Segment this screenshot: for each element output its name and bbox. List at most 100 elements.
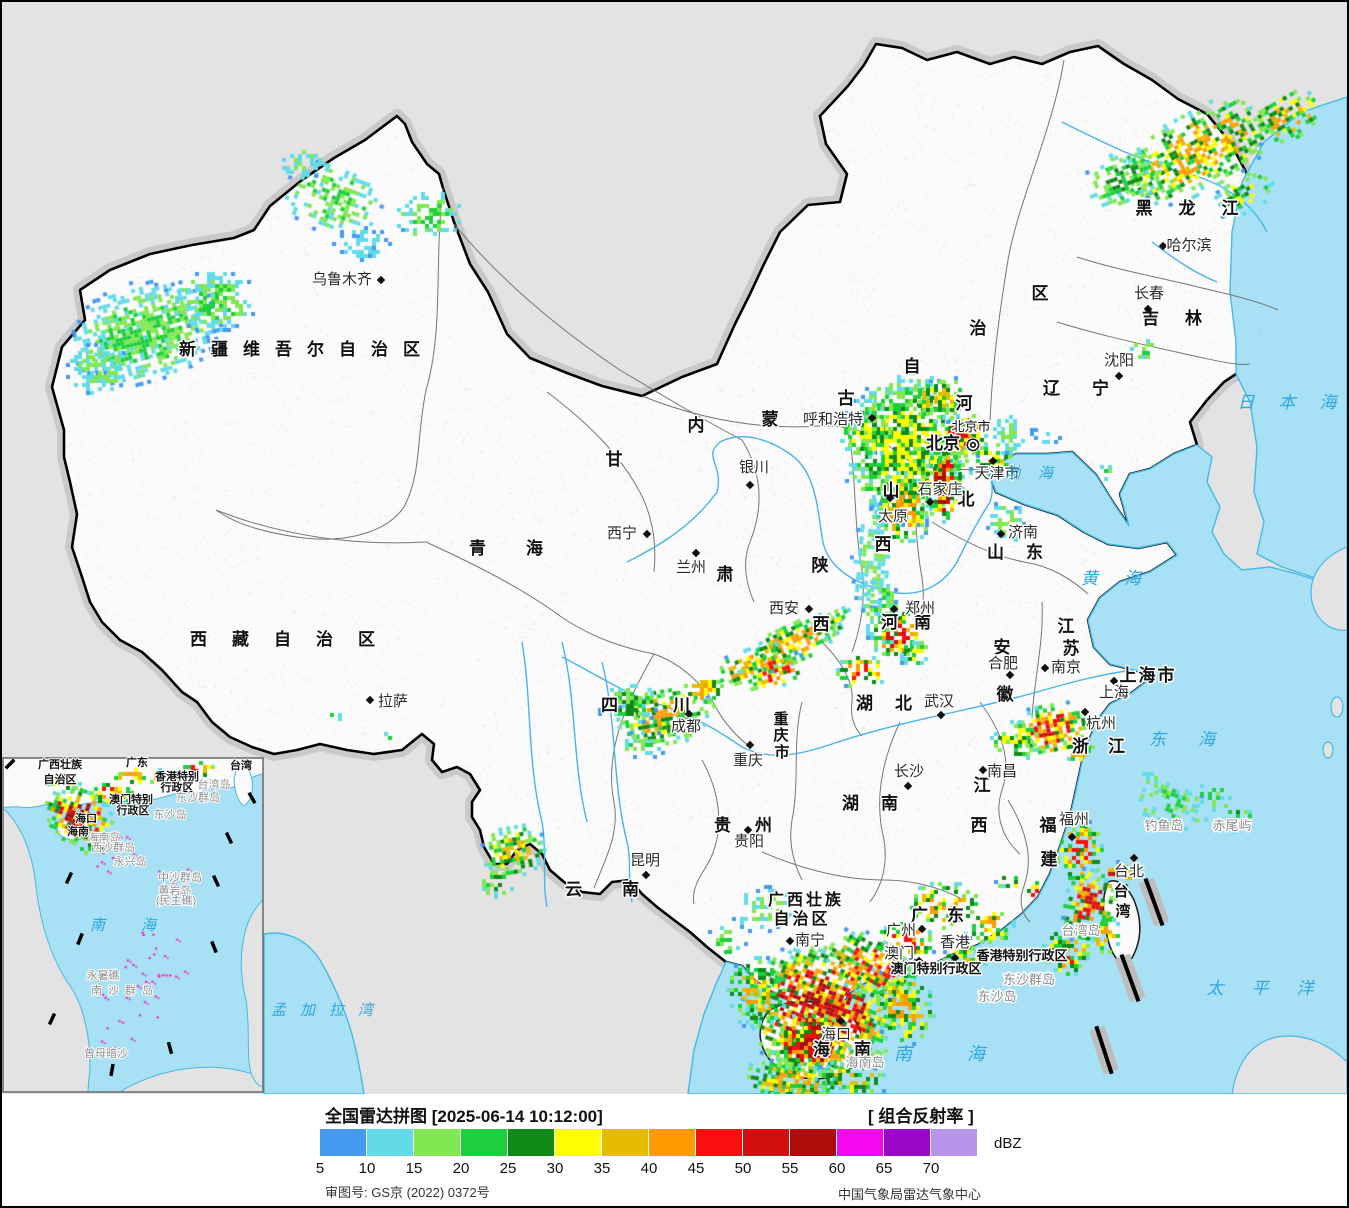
city-label: 太原: [878, 508, 908, 525]
province-label: 江: [974, 776, 991, 795]
product-label: [ 组合反射率 ]: [868, 1107, 974, 1126]
colorbar-tick: 10: [358, 1160, 376, 1177]
capital-star-icon: ◎: [966, 436, 980, 453]
colorbar-tick: 25: [499, 1160, 517, 1177]
city-label: 南宁: [795, 932, 825, 949]
footer-credit: 中国气象局雷达气象中心: [838, 1187, 982, 1202]
province-label: 建: [1041, 849, 1058, 869]
province-label: 浙江: [1072, 736, 1144, 756]
colorbar-segment: [790, 1129, 836, 1156]
colorbar-tick: 30: [546, 1160, 564, 1177]
city-marker: [745, 740, 755, 750]
province-label: 上海市: [1120, 665, 1177, 685]
province-label: 海南: [813, 1039, 895, 1059]
inset-label: 南沙群岛: [91, 983, 159, 997]
province-label: 北: [958, 490, 975, 509]
inset-label: 台湾: [230, 758, 252, 772]
province-label: 青海: [469, 538, 583, 558]
colorbar-segment: [602, 1129, 648, 1156]
island-label: 海南岛: [845, 1055, 884, 1070]
province-label: 湖北: [856, 694, 934, 713]
city-marker: [836, 1016, 846, 1026]
colorbar-segment: [414, 1129, 460, 1156]
city-label: 广州: [886, 922, 916, 939]
province-label: 自治区: [773, 909, 830, 928]
city-label: 西安: [769, 600, 799, 617]
inset-label: 永暑礁: [87, 968, 120, 982]
inset-label: 曾母暗沙: [84, 1046, 128, 1060]
province-label: 湾: [1115, 902, 1130, 920]
colorbar-tick: 15: [405, 1160, 423, 1177]
city-marker: [684, 709, 694, 719]
inset-label: 永兴岛: [114, 854, 147, 868]
city-label: 沈阳: [1104, 352, 1134, 369]
city-marker: [936, 710, 946, 720]
inset-sea-label: 南海: [90, 917, 192, 934]
province-label: 庆: [773, 726, 788, 744]
province-label: 云南: [565, 879, 679, 899]
city-label: 杭州: [1086, 715, 1116, 732]
province-label: 广东: [911, 905, 983, 925]
colorbar-segment: [696, 1129, 742, 1156]
city-label: 台北: [1114, 863, 1144, 880]
city-marker: [950, 953, 960, 963]
map-title: 全国雷达拼图 [2025-06-14 10:12:00]: [325, 1107, 603, 1126]
inset-label: 澳门特别: [109, 792, 153, 806]
province-label: 区: [1032, 284, 1049, 303]
inset-label: 中沙群岛: [158, 870, 202, 884]
city-label: 合肥: [988, 655, 1018, 672]
province-label: 苏: [1063, 638, 1080, 658]
sea-label: 东海: [1149, 730, 1247, 749]
colorbar-segment: [461, 1129, 507, 1156]
city-marker: [925, 497, 935, 507]
inset-label: 黄岩岛: [159, 883, 192, 897]
colorbar-tick: 35: [593, 1160, 611, 1177]
inset-label: 东沙群岛: [176, 790, 220, 804]
city-label: 福州: [1059, 811, 1089, 828]
colorbar-segment: [320, 1129, 366, 1156]
inset-border: [2, 757, 264, 1093]
city-marker: [743, 825, 753, 835]
inset-label: 行政区: [160, 780, 194, 794]
sea-label: 太平洋: [1207, 979, 1342, 998]
city-label: 拉萨: [378, 693, 408, 710]
city-marker: [1143, 304, 1153, 314]
province-label: 内: [688, 415, 705, 435]
sea-label: 日本海: [1238, 393, 1348, 412]
colorbar-segment: [367, 1129, 413, 1156]
city-marker: [917, 924, 927, 934]
province-label: 西: [813, 615, 830, 634]
province-label: 黑龙江: [1136, 198, 1265, 218]
city-label: 呼和浩特: [803, 411, 863, 428]
city-label: 乌鲁木齐: [312, 271, 372, 288]
city-label: 澳门: [884, 945, 914, 962]
inset-label: 海南岛: [88, 830, 121, 844]
province-label: 台: [1113, 882, 1128, 900]
colorbar-tick: 45: [687, 1160, 705, 1177]
colorbar-segment: [931, 1129, 977, 1156]
colorbar-tick: 40: [640, 1160, 658, 1177]
city-label: 上海: [1099, 684, 1129, 701]
province-label: 古: [838, 388, 855, 408]
city-marker: [745, 480, 755, 490]
footer-license: 审图号: GS京 (2022) 0372号: [325, 1185, 490, 1200]
province-label: 山东: [987, 542, 1065, 562]
city-marker: [365, 695, 375, 705]
city-label: 海口: [821, 1026, 851, 1043]
colorbar: [320, 1129, 978, 1156]
colorbar-segment: [743, 1129, 789, 1156]
colorbar-tick: 5: [315, 1160, 325, 1177]
inset-label: 海口: [75, 811, 97, 825]
city-label: 香港: [940, 934, 970, 951]
city-marker: [1129, 853, 1139, 863]
city-marker: [914, 956, 924, 966]
inset-label: 广西壮族: [38, 757, 83, 771]
inset-label: 广东: [126, 755, 148, 769]
city-label: 长沙: [894, 763, 924, 780]
city-marker: [1080, 707, 1090, 717]
city-marker: [889, 604, 899, 614]
capital-label: 北京: [926, 433, 960, 453]
city-label: 南昌: [987, 763, 1017, 780]
province-label: 河南: [881, 612, 947, 632]
